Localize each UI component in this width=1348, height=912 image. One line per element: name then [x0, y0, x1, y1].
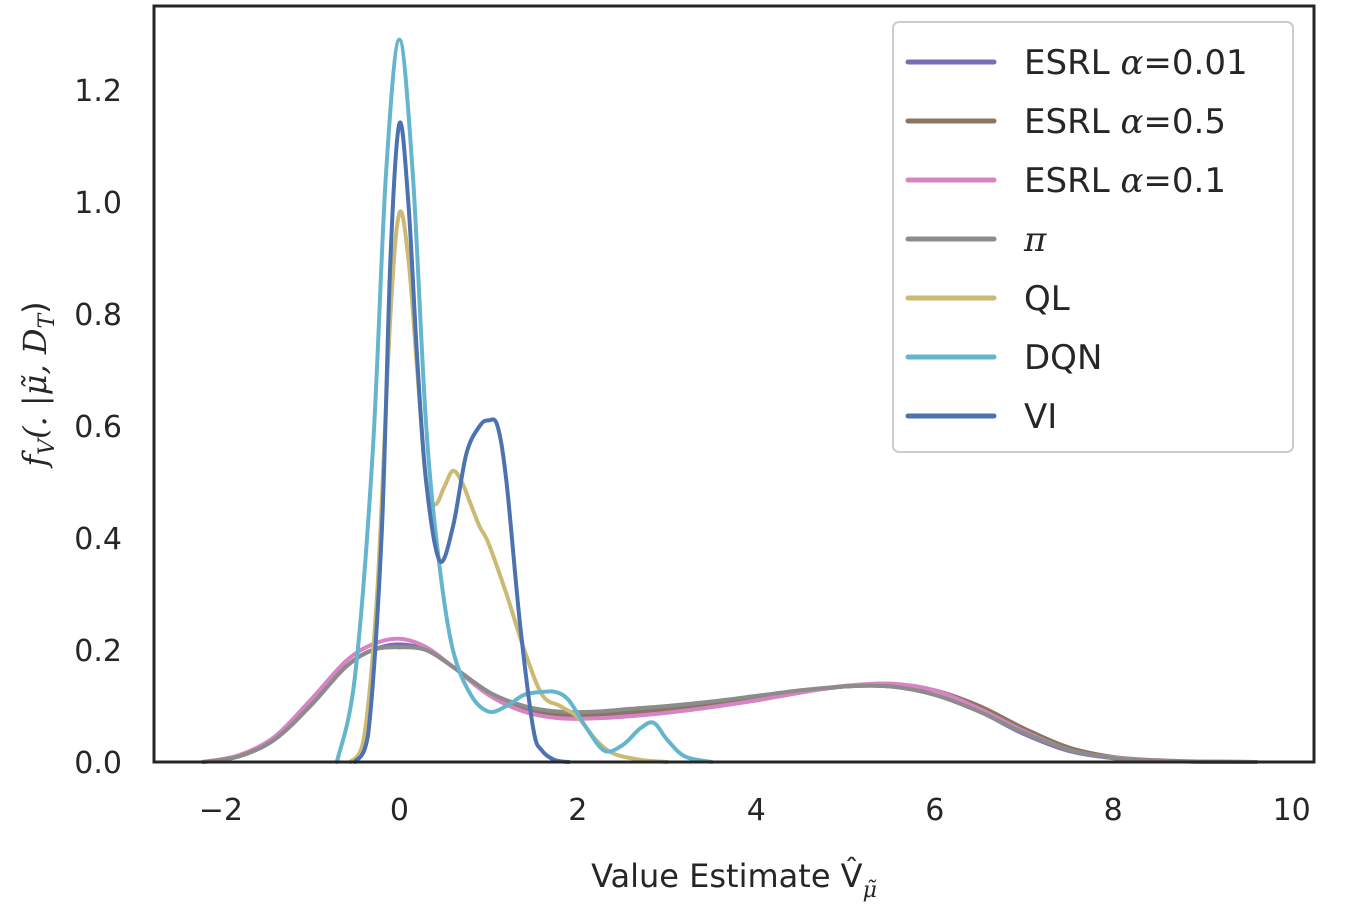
x-axis-label-sub: μ̃: [863, 878, 877, 903]
legend-label-prefix: DQN: [1024, 338, 1102, 378]
y-axis-label-sub: V: [35, 437, 60, 455]
series-line-5: [334, 37, 714, 764]
legend-label-suffix: =0.5: [1143, 102, 1226, 142]
y-tick-label: 0.0: [74, 746, 122, 781]
y-axis-label-rest: (. |μ̃, D: [16, 329, 54, 439]
y-tick-label: 0.8: [74, 298, 122, 333]
legend-label: QL: [1024, 279, 1070, 319]
y-tick-label: 0.6: [74, 410, 122, 445]
x-tick-labels: −2 0 2 4 6 8 10: [199, 793, 1311, 828]
legend-label-prefix: QL: [1024, 279, 1070, 319]
legend-label-prefix: VI: [1024, 397, 1057, 437]
legend-label: VI: [1024, 397, 1057, 437]
legend-label-suffix: =0.01: [1143, 43, 1247, 83]
legend-label-math: α: [1120, 161, 1143, 201]
y-axis-label-end: ): [16, 301, 54, 313]
legend-label-math: α: [1120, 43, 1143, 83]
x-axis-label: Value Estimate V̂μ̃: [591, 857, 877, 903]
x-tick-label: 6: [925, 793, 944, 828]
legend-label-math: π: [1023, 220, 1047, 260]
y-tick-labels: 0.0 0.2 0.4 0.6 0.8 1.0 1.2: [74, 74, 122, 781]
x-tick-label: 4: [747, 793, 766, 828]
y-tick-label: 1.0: [74, 186, 122, 221]
series-layer: [201, 37, 1258, 764]
x-tick-label: −2: [199, 793, 243, 828]
y-axis-label: fV(. |μ̃, DT): [16, 301, 60, 468]
legend-label: ESRL α=0.01: [1024, 43, 1248, 83]
x-tick-label: 2: [568, 793, 587, 828]
y-tick-label: 0.4: [74, 522, 122, 557]
legend-box: [892, 21, 1294, 453]
legend-label-prefix: ESRL: [1024, 43, 1120, 83]
y-tick-label: 0.2: [74, 634, 122, 669]
plot-frame: [152, 4, 1316, 764]
x-axis-label-text: Value Estimate V̂: [591, 857, 863, 895]
series-line-6: [352, 120, 571, 764]
legend-label: ESRL α=0.5: [1024, 102, 1226, 142]
legend-label: DQN: [1024, 338, 1102, 378]
y-axis-label-sub2: T: [35, 312, 60, 329]
legend-label-math: α: [1120, 102, 1143, 142]
legend-label: π: [1023, 220, 1047, 260]
legend-label-suffix: =0.1: [1143, 161, 1226, 201]
legend-label: ESRL α=0.1: [1024, 161, 1226, 201]
legend-label-prefix: ESRL: [1024, 161, 1120, 201]
y-tick-label: 1.2: [74, 74, 122, 109]
legend-label-prefix: ESRL: [1024, 102, 1120, 142]
x-tick-label: 8: [1104, 793, 1123, 828]
x-tick-label: 10: [1273, 793, 1311, 828]
series-line-3: [201, 645, 1258, 764]
x-tick-label: 0: [390, 793, 409, 828]
